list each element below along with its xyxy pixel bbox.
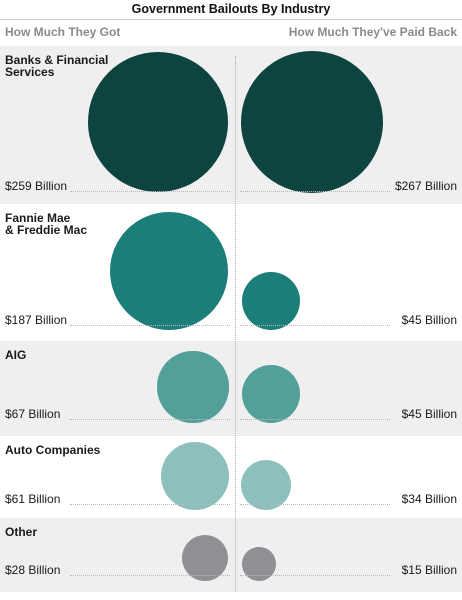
bubble-paid-back [241, 51, 383, 193]
leader-line-right [240, 575, 390, 576]
amount-paid-label: $45 Billion [401, 407, 457, 421]
leader-line-left [70, 575, 230, 576]
amount-got-label: $28 Billion [5, 563, 61, 577]
amount-got-label: $67 Billion [5, 407, 61, 421]
center-divider [235, 56, 236, 592]
industry-label: Auto Companies [5, 443, 101, 457]
amount-got-label: $61 Billion [5, 492, 61, 506]
amount-paid-label: $45 Billion [401, 313, 457, 327]
header-how-much-got: How Much They Got [5, 25, 121, 39]
bubble-paid-back [241, 271, 301, 331]
bubble-got [182, 535, 228, 581]
bubble-got [88, 52, 228, 192]
leader-line-right [240, 191, 390, 192]
leader-line-left [70, 325, 230, 326]
industry-row: Fannie Mae & Freddie Mac [0, 204, 462, 341]
industry-row: Other [0, 518, 462, 592]
industry-row: Banks & Financial Services [0, 46, 462, 204]
industry-label: AIG [5, 348, 27, 362]
leader-line-right [240, 419, 390, 420]
bubble-paid-back [240, 459, 292, 511]
chart-title: Government Bailouts By Industry [0, 0, 462, 20]
industry-label: Fannie Mae & Freddie Mac [5, 211, 88, 237]
leader-line-right [240, 325, 390, 326]
industry-label: Banks & Financial Services [5, 53, 109, 79]
amount-paid-label: $267 Billion [394, 179, 457, 193]
bubble-got [161, 442, 229, 510]
leader-line-left [70, 419, 230, 420]
industry-row: Auto Companies [0, 436, 462, 518]
leader-line-left [70, 191, 230, 192]
industry-label: Other [5, 525, 38, 539]
leader-line-left [70, 504, 230, 505]
amount-paid-label: $34 Billion [401, 492, 457, 506]
amount-got-label: $259 Billion [5, 179, 68, 193]
industry-row: AIG [0, 341, 462, 436]
leader-line-right [240, 504, 390, 505]
bubble-got [157, 351, 229, 423]
bubble-paid-back [241, 364, 301, 424]
header-how-much-paid-back: How Much They've Paid Back [288, 25, 457, 39]
amount-got-label: $187 Billion [5, 313, 68, 327]
column-header-bar: How Much They Got How Much They've Paid … [0, 20, 462, 46]
bubble-got [109, 211, 229, 331]
amount-paid-label: $15 Billion [401, 563, 457, 577]
